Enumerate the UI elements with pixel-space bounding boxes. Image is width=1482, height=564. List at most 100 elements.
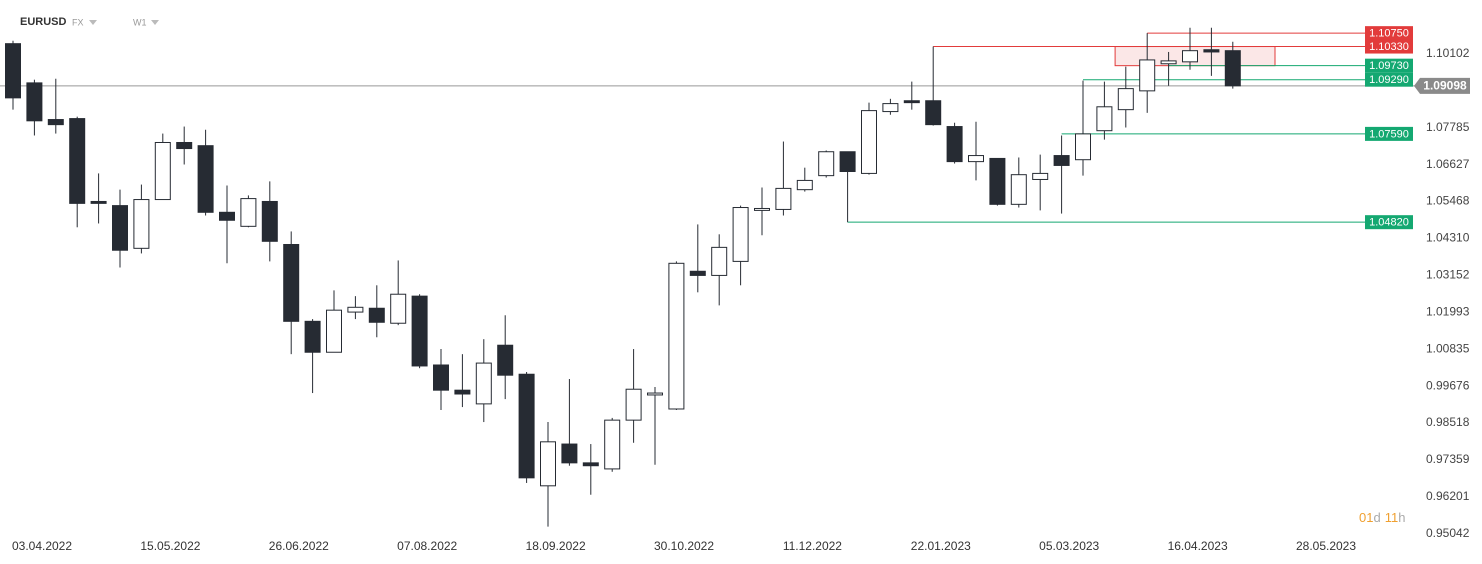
candle-body	[475, 362, 492, 405]
candle-body	[518, 373, 535, 479]
candle-body	[968, 155, 984, 163]
candle-body	[454, 389, 471, 395]
candle-body	[390, 293, 407, 324]
dropdown-arrow[interactable]	[151, 20, 159, 25]
y-tick-label: 1.04310	[1426, 231, 1470, 245]
candle-body	[1117, 88, 1134, 111]
y-tick-label: 0.98518	[1426, 415, 1470, 429]
candle-body	[1010, 174, 1027, 205]
y-tick-label: 1.03152	[1426, 268, 1470, 282]
candle-body	[154, 141, 171, 201]
candle-body	[561, 443, 578, 464]
level-tag	[1365, 58, 1413, 73]
last-price-label: 1.09098	[1423, 78, 1467, 92]
x-tick-label: 26.06.2022	[269, 539, 329, 553]
market: FX	[72, 17, 84, 27]
candle-body	[861, 110, 877, 174]
candle-body	[1203, 49, 1220, 53]
candle-body	[368, 307, 385, 323]
candle-body	[411, 295, 428, 367]
candle-body	[1139, 59, 1156, 92]
candle-body	[1182, 50, 1198, 63]
y-tick-label: 0.97359	[1426, 452, 1470, 466]
candle-body	[925, 100, 942, 126]
candle-body	[839, 151, 856, 172]
dropdown-arrow[interactable]	[89, 20, 97, 25]
candle-body	[540, 441, 556, 487]
level-tag	[1365, 72, 1413, 87]
candle-body	[732, 207, 749, 262]
candle-body	[261, 200, 278, 242]
y-tick-label: 1.01993	[1426, 304, 1470, 318]
y-tick-label: 1.05468	[1426, 194, 1470, 208]
countdown: 01d 11h	[1359, 510, 1405, 525]
level-tag	[1365, 26, 1413, 41]
candle-body	[818, 151, 835, 177]
x-tick-label: 07.08.2022	[397, 539, 457, 553]
level-label: 1.09730	[1369, 60, 1409, 72]
x-tick-label: 11.12.2022	[783, 539, 842, 553]
countdown-hours: 11	[1385, 510, 1399, 525]
candle-body	[625, 388, 642, 421]
x-tick-label: 15.05.2022	[140, 539, 200, 553]
y-tick-label: 0.96201	[1426, 489, 1470, 503]
candle-body	[112, 205, 128, 251]
candle-body	[754, 207, 770, 211]
countdown-unit: h	[1398, 510, 1405, 525]
candle-body	[219, 211, 235, 221]
candle-body	[775, 187, 792, 210]
candle-body	[1032, 172, 1049, 180]
candle-body	[433, 364, 449, 391]
candle-body	[5, 43, 21, 99]
level-tag	[1365, 39, 1413, 54]
candle-body	[133, 199, 150, 249]
candle-body	[347, 306, 364, 313]
candle-body	[668, 262, 685, 410]
countdown-days: 01	[1359, 510, 1373, 525]
y-tick-label: 1.00835	[1426, 341, 1470, 355]
x-tick-label: 28.05.2023	[1296, 539, 1356, 553]
x-tick-label: 30.10.2022	[654, 539, 714, 553]
interval[interactable]: W1	[133, 17, 147, 27]
candle-body	[176, 141, 193, 150]
level-label: 1.10330	[1369, 41, 1409, 53]
level-tag	[1365, 215, 1413, 230]
candle-body	[1096, 106, 1113, 132]
x-tick-label: 05.03.2023	[1039, 539, 1099, 553]
candle-body	[1224, 50, 1241, 87]
level-label: 1.10750	[1369, 28, 1409, 40]
y-tick-label: 1.06627	[1426, 157, 1470, 171]
candle-body	[882, 103, 899, 113]
candle-body	[604, 419, 621, 470]
candle-body	[69, 118, 86, 204]
candle-body	[946, 126, 963, 163]
candle-body	[497, 344, 514, 376]
symbol[interactable]: EURUSD	[20, 16, 67, 28]
candle-body	[240, 198, 257, 227]
candle-body	[711, 246, 728, 276]
level-label: 1.07590	[1369, 128, 1409, 140]
candle-body	[796, 179, 813, 191]
x-tick-label: 16.04.2023	[1168, 539, 1228, 553]
countdown-unit: d	[1373, 510, 1380, 525]
candle-body	[90, 200, 107, 204]
y-tick-label: 0.99676	[1426, 378, 1470, 392]
candle-body	[647, 392, 663, 396]
y-tick-label: 1.07785	[1426, 120, 1470, 134]
y-tick-label: 1.10102	[1426, 46, 1470, 60]
level-label: 1.04820	[1369, 217, 1409, 229]
candle-body	[1160, 60, 1177, 65]
candle-body	[326, 309, 342, 353]
candle-body	[304, 320, 321, 353]
candle-body	[1053, 155, 1070, 166]
candle-body	[989, 157, 1006, 205]
candle-body	[197, 145, 214, 213]
level-label: 1.09290	[1369, 74, 1409, 86]
candle-body	[1075, 133, 1091, 161]
last-price-tag	[1414, 77, 1470, 94]
candle-body	[903, 100, 920, 104]
candle-body	[47, 119, 64, 126]
x-tick-label: 03.04.2022	[12, 539, 72, 553]
candle-body	[26, 82, 43, 122]
